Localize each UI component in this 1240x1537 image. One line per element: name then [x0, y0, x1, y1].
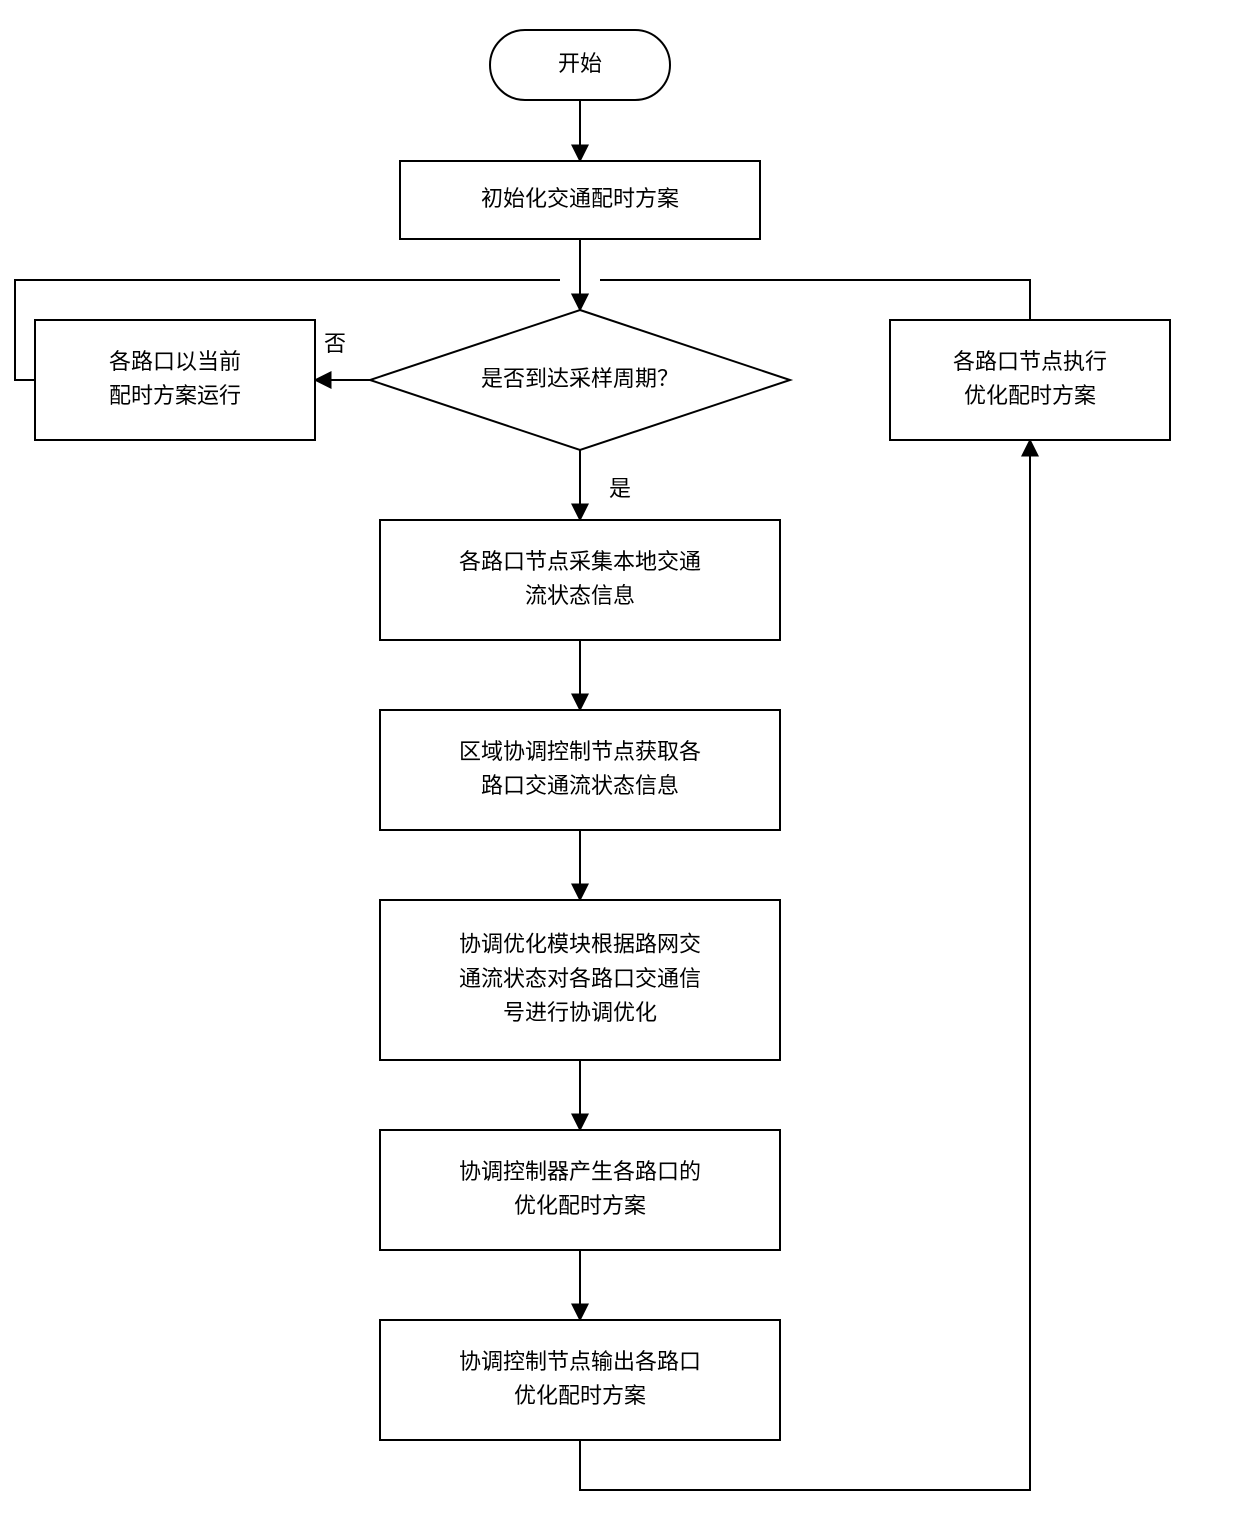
node-label: 号进行协调优化 [503, 1000, 657, 1025]
node-label: 协调优化模块根据路网交 [459, 932, 701, 957]
node-label: 优化配时方案 [514, 1383, 646, 1408]
node-start: 开始 [490, 30, 670, 100]
node-label: 流状态信息 [525, 583, 635, 608]
node-decision: 是否到达采样周期？ [370, 310, 790, 450]
node-label: 协调控制器产生各路口的 [459, 1159, 701, 1184]
edge-label: 否 [324, 331, 346, 356]
node-region: 区域协调控制节点获取各路口交通流状态信息 [380, 710, 780, 830]
node-optimize: 协调优化模块根据路网交通流状态对各路口交通信号进行协调优化 [380, 900, 780, 1060]
edge [600, 280, 1030, 320]
node-label: 区域协调控制节点获取各 [459, 739, 701, 764]
node-label: 各路口节点执行 [953, 349, 1107, 374]
node-label: 配时方案运行 [109, 383, 241, 408]
node-label: 优化配时方案 [964, 383, 1096, 408]
node-runcurrent: 各路口以当前配时方案运行 [35, 320, 315, 440]
node-label: 路口交通流状态信息 [481, 773, 679, 798]
node-label: 各路口节点采集本地交通 [459, 549, 701, 574]
node-init: 初始化交通配时方案 [400, 161, 760, 239]
node-label: 开始 [558, 51, 602, 76]
node-label: 优化配时方案 [514, 1193, 646, 1218]
node-label: 是否到达采样周期？ [481, 366, 679, 391]
flowchart-canvas: 否是 开始初始化交通配时方案是否到达采样周期？ 各路口以当前配时方案运行 各路口节点执… [0, 0, 1240, 1537]
node-produce: 协调控制器产生各路口的优化配时方案 [380, 1130, 780, 1250]
node-collect: 各路口节点采集本地交通流状态信息 [380, 520, 780, 640]
node-label: 初始化交通配时方案 [481, 186, 679, 211]
node-label: 协调控制节点输出各路口 [459, 1349, 701, 1374]
node-label: 通流状态对各路口交通信 [459, 966, 701, 991]
node-label: 各路口以当前 [109, 349, 241, 374]
node-output: 协调控制节点输出各路口优化配时方案 [380, 1320, 780, 1440]
node-exec: 各路口节点执行优化配时方案 [890, 320, 1170, 440]
edge-label: 是 [609, 476, 631, 501]
nodes-group: 开始初始化交通配时方案是否到达采样周期？各路口以当前配时方案运行各路口节点执行优… [35, 30, 1170, 1440]
